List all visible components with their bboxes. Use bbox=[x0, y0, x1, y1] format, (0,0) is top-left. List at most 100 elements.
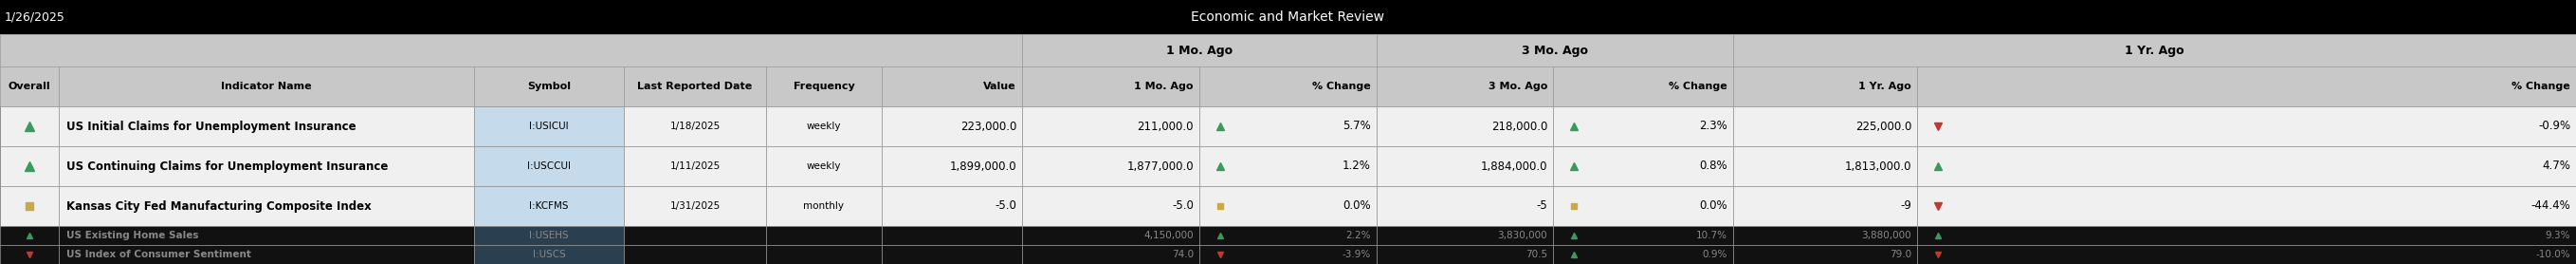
Bar bbox=[0, 106, 59, 146]
Text: 79.0: 79.0 bbox=[1888, 250, 1911, 259]
Text: % Change: % Change bbox=[1669, 82, 1728, 91]
Text: 0.0%: 0.0% bbox=[1700, 200, 1728, 212]
Bar bbox=[623, 67, 765, 106]
Bar bbox=[1023, 226, 1200, 245]
Bar bbox=[1734, 34, 2576, 67]
Bar bbox=[765, 67, 881, 106]
Text: % Change: % Change bbox=[2512, 82, 2571, 91]
Text: 1/11/2025: 1/11/2025 bbox=[670, 162, 721, 171]
Bar bbox=[0, 34, 2576, 67]
Text: -5.0: -5.0 bbox=[1172, 200, 1193, 212]
Bar bbox=[0, 245, 59, 264]
Text: 0.9%: 0.9% bbox=[1703, 250, 1728, 259]
Text: I:USICUI: I:USICUI bbox=[528, 121, 569, 131]
Bar bbox=[0, 226, 59, 245]
Text: -5: -5 bbox=[1535, 200, 1548, 212]
Text: 4,150,000: 4,150,000 bbox=[1144, 231, 1193, 240]
Bar bbox=[1023, 245, 1200, 264]
Bar bbox=[623, 226, 765, 245]
Text: 211,000.0: 211,000.0 bbox=[1136, 120, 1193, 133]
Text: Kansas City Fed Manufacturing Composite Index: Kansas City Fed Manufacturing Composite … bbox=[67, 200, 371, 212]
Text: 3 Mo. Ago: 3 Mo. Ago bbox=[1522, 44, 1587, 56]
Bar bbox=[1376, 186, 1553, 226]
Text: Overall: Overall bbox=[8, 82, 52, 91]
Text: 0.8%: 0.8% bbox=[1700, 160, 1728, 172]
Bar bbox=[1917, 186, 2576, 226]
Text: 218,000.0: 218,000.0 bbox=[1492, 120, 1548, 133]
Bar bbox=[1553, 226, 1734, 245]
Bar bbox=[623, 106, 765, 146]
Bar bbox=[1200, 186, 1376, 226]
Bar bbox=[765, 106, 881, 146]
Bar bbox=[623, 186, 765, 226]
Bar bbox=[474, 186, 623, 226]
Bar bbox=[1917, 67, 2576, 106]
Bar bbox=[1376, 34, 1734, 67]
Text: Frequency: Frequency bbox=[793, 82, 855, 91]
Bar bbox=[0, 67, 59, 106]
Text: I:KCFMS: I:KCFMS bbox=[528, 201, 569, 211]
Text: 1/18/2025: 1/18/2025 bbox=[670, 121, 721, 131]
Text: 225,000.0: 225,000.0 bbox=[1855, 120, 1911, 133]
Bar bbox=[623, 146, 765, 186]
Text: monthly: monthly bbox=[804, 201, 845, 211]
Text: 2.3%: 2.3% bbox=[1700, 120, 1728, 133]
Text: 10.7%: 10.7% bbox=[1695, 231, 1728, 240]
Bar bbox=[1734, 186, 1917, 226]
Text: 1,877,000.0: 1,877,000.0 bbox=[1126, 160, 1193, 172]
Text: I:USCS: I:USCS bbox=[533, 250, 564, 259]
Bar bbox=[765, 146, 881, 186]
Text: 0.0%: 0.0% bbox=[1342, 200, 1370, 212]
Text: 2.2%: 2.2% bbox=[1345, 231, 1370, 240]
Bar bbox=[1023, 186, 1200, 226]
Bar bbox=[881, 226, 1023, 245]
Bar bbox=[1023, 146, 1200, 186]
Bar bbox=[1200, 106, 1376, 146]
Bar bbox=[765, 186, 881, 226]
Text: Economic and Market Review: Economic and Market Review bbox=[1190, 11, 1386, 24]
Text: -0.9%: -0.9% bbox=[2537, 120, 2571, 133]
Bar bbox=[474, 106, 623, 146]
Bar bbox=[1917, 226, 2576, 245]
Bar bbox=[1553, 106, 1734, 146]
Bar bbox=[881, 146, 1023, 186]
Bar bbox=[1917, 146, 2576, 186]
Bar bbox=[0, 146, 59, 186]
Text: Value: Value bbox=[984, 82, 1018, 91]
Bar bbox=[1023, 34, 1376, 67]
Bar bbox=[59, 186, 474, 226]
Text: 3,830,000: 3,830,000 bbox=[1497, 231, 1548, 240]
Bar bbox=[1734, 106, 1917, 146]
Bar bbox=[623, 245, 765, 264]
Bar bbox=[0, 186, 59, 226]
Text: US Initial Claims for Unemployment Insurance: US Initial Claims for Unemployment Insur… bbox=[67, 120, 355, 133]
Text: 1,884,000.0: 1,884,000.0 bbox=[1481, 160, 1548, 172]
Text: -9: -9 bbox=[1901, 200, 1911, 212]
Text: -3.9%: -3.9% bbox=[1342, 250, 1370, 259]
Bar bbox=[59, 106, 474, 146]
Text: Indicator Name: Indicator Name bbox=[222, 82, 312, 91]
Text: 1,813,000.0: 1,813,000.0 bbox=[1844, 160, 1911, 172]
Text: weekly: weekly bbox=[806, 162, 842, 171]
Text: 9.3%: 9.3% bbox=[2545, 231, 2571, 240]
Text: 5.7%: 5.7% bbox=[1342, 120, 1370, 133]
Text: US Index of Consumer Sentiment: US Index of Consumer Sentiment bbox=[67, 250, 250, 259]
Text: 74.0: 74.0 bbox=[1172, 250, 1193, 259]
Bar bbox=[1376, 106, 1553, 146]
Text: 223,000.0: 223,000.0 bbox=[961, 120, 1018, 133]
Bar bbox=[0, 67, 2576, 106]
Bar bbox=[474, 245, 623, 264]
Bar bbox=[1553, 245, 1734, 264]
Bar bbox=[1734, 226, 1917, 245]
Bar bbox=[1200, 245, 1376, 264]
Bar bbox=[474, 146, 623, 186]
Bar bbox=[881, 186, 1023, 226]
Bar bbox=[1376, 67, 1553, 106]
Text: US Existing Home Sales: US Existing Home Sales bbox=[67, 231, 198, 240]
Bar bbox=[474, 226, 623, 245]
Bar bbox=[881, 106, 1023, 146]
Text: Last Reported Date: Last Reported Date bbox=[636, 82, 752, 91]
Text: I:USCCUI: I:USCCUI bbox=[528, 162, 572, 171]
Bar bbox=[765, 245, 881, 264]
Text: % Change: % Change bbox=[1311, 82, 1370, 91]
